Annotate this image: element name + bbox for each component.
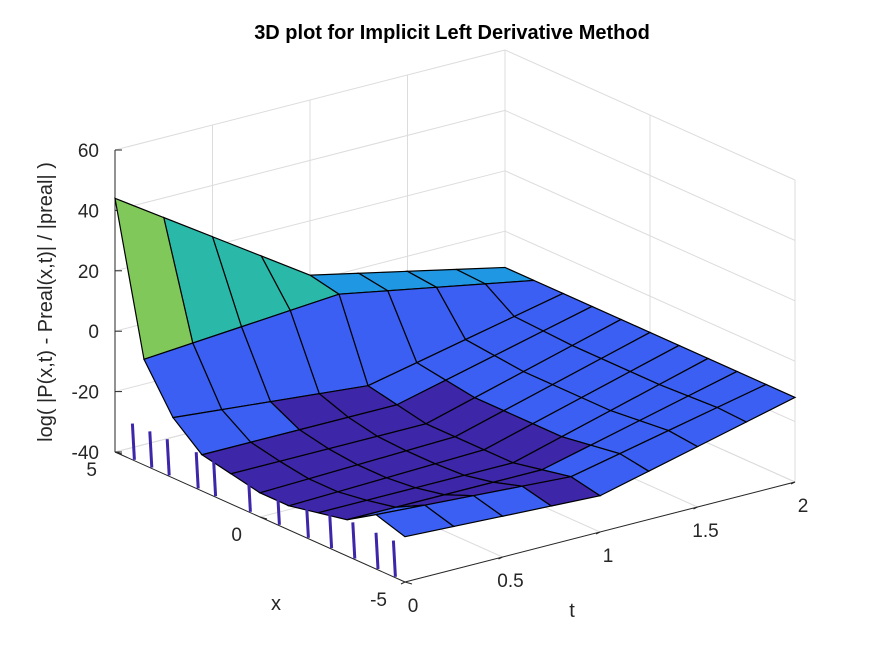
t-tick (595, 531, 601, 535)
z-tick-label: -40 (72, 443, 99, 464)
z-tick-label: 0 (88, 322, 99, 343)
x-axis-label: x (271, 593, 281, 615)
surface-spike (304, 501, 310, 538)
z-axis-label: log( |P(x,t) - Preal(x,t)| / |preal| ) (35, 162, 57, 442)
t-tick-label: 0.5 (497, 571, 523, 592)
x-tick-label: 0 (231, 525, 242, 546)
t-tick-label: 1.5 (692, 521, 718, 542)
t-tick (498, 556, 503, 560)
t-tick-label: 1 (603, 546, 614, 567)
surface-spike (148, 431, 154, 468)
chart-title: 3D plot for Implicit Left Derivative Met… (254, 22, 650, 44)
surface-spike (391, 540, 397, 577)
surface-spike (194, 452, 200, 489)
surface-spike (212, 459, 218, 497)
t-tick (790, 481, 796, 485)
surface-patch (374, 504, 456, 538)
surface-spike (275, 488, 281, 525)
t-tick (400, 581, 406, 585)
surface (114, 197, 797, 577)
x-tick-label: 5 (86, 460, 97, 481)
z-tick-label: 60 (78, 141, 99, 162)
tick-labels: 0 0.5 1 1.5 2 5 0 -5 60 40 20 0 -20 -40 (72, 141, 809, 617)
surface-spike (351, 522, 357, 559)
t-tick-label: 0 (408, 596, 419, 617)
surface-spike (130, 423, 136, 460)
t-axis-label: t (569, 600, 575, 622)
x-tick (259, 516, 268, 520)
surface-spike (328, 511, 334, 549)
surface-spike (246, 475, 252, 512)
surface-spike (165, 439, 171, 476)
z-tick-label: 20 (78, 262, 99, 283)
t-tick-label: 2 (798, 496, 809, 517)
t-tick (693, 506, 698, 510)
surface-spike (374, 532, 380, 570)
x-tick (404, 581, 413, 585)
x-tick-label: -5 (370, 590, 387, 611)
z-tick-label: -20 (72, 383, 99, 404)
axes (114, 149, 796, 585)
z-tick-label: 40 (78, 201, 99, 222)
